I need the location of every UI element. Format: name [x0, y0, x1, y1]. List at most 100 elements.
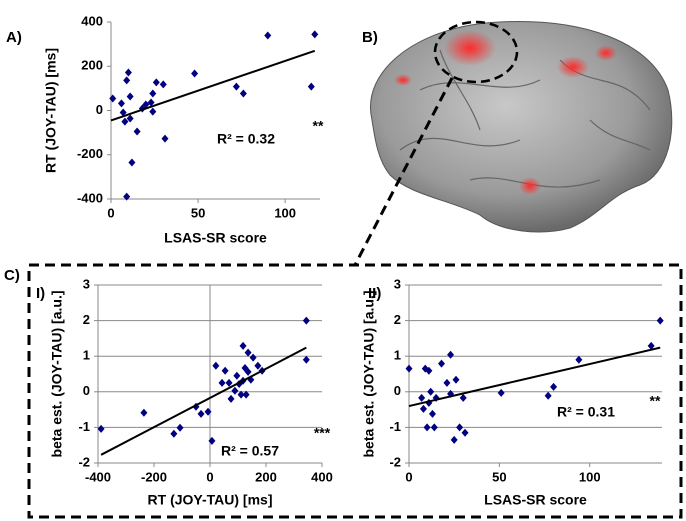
- panel-label: C): [4, 267, 20, 284]
- brain-image: [370, 20, 673, 233]
- x-axis-title: LSAS-SR score: [164, 230, 267, 246]
- x-axis-title: RT (JOY-TAU) [ms]: [148, 492, 273, 508]
- significance: ***: [314, 425, 331, 441]
- point: [149, 107, 157, 116]
- y-tick-label: -1: [389, 419, 401, 434]
- significance: **: [313, 118, 324, 134]
- point: [204, 407, 212, 416]
- x-tick-label: 400: [311, 469, 333, 484]
- point: [237, 390, 245, 399]
- point: [218, 378, 226, 387]
- point: [119, 108, 127, 117]
- y-tick-label: 3: [83, 276, 90, 291]
- r-squared: R² = 0.32: [217, 131, 275, 147]
- panel-label: A): [6, 29, 22, 46]
- panel-label: B): [362, 29, 378, 46]
- x-tick-label: 200: [255, 469, 277, 484]
- y-axis-title: beta est. (JOY-TAU) [a.u.]: [361, 291, 377, 458]
- y-tick-label: -400: [77, 190, 103, 205]
- r-squared: R² = 0.57: [221, 443, 279, 459]
- y-tick-label: 400: [81, 13, 103, 28]
- panel-label: I): [36, 285, 45, 302]
- point: [159, 80, 167, 89]
- point: [232, 82, 240, 91]
- point: [647, 341, 655, 350]
- point: [152, 78, 160, 87]
- point: [191, 69, 199, 78]
- point: [423, 423, 431, 432]
- point: [123, 192, 131, 201]
- point: [231, 386, 239, 395]
- point: [249, 353, 257, 362]
- y-tick-label: 200: [81, 58, 103, 73]
- y-tick-label: 1: [83, 348, 90, 363]
- trendline: [110, 49, 316, 122]
- point: [239, 89, 247, 98]
- point: [176, 423, 184, 432]
- point: [233, 371, 241, 380]
- point: [208, 436, 216, 445]
- point: [225, 378, 233, 387]
- point: [147, 98, 155, 107]
- point: [149, 89, 157, 98]
- point: [124, 68, 132, 77]
- panel-c-frame: [27, 263, 683, 519]
- point: [121, 117, 129, 126]
- point: [264, 31, 272, 40]
- point: [307, 82, 315, 91]
- y-tick-label: -2: [78, 454, 90, 469]
- trendline: [100, 346, 307, 456]
- x-tick-label: 100: [274, 205, 296, 220]
- y-tick-label: -2: [389, 454, 401, 469]
- trendline: [408, 346, 661, 408]
- point: [405, 364, 413, 373]
- point: [133, 127, 141, 136]
- significance: **: [650, 393, 661, 409]
- y-axis-title: beta est. (JOY-TAU) [a.u.]: [49, 291, 65, 458]
- point: [447, 350, 455, 359]
- point: [461, 428, 469, 437]
- panel-label: II): [368, 285, 381, 302]
- point: [497, 388, 505, 397]
- y-tick-label: 0: [83, 383, 90, 398]
- point: [456, 423, 464, 432]
- y-tick-label: 0: [96, 102, 103, 117]
- y-tick-label: 3: [394, 276, 401, 291]
- point: [239, 341, 247, 350]
- x-axis-title: LSAS-SR score: [484, 492, 587, 508]
- x-tick-label: 0: [107, 205, 114, 220]
- point: [242, 390, 250, 399]
- point: [254, 361, 262, 370]
- point: [244, 367, 252, 376]
- point: [452, 375, 460, 384]
- point: [117, 99, 125, 108]
- point: [221, 366, 229, 375]
- y-tick-label: 1: [394, 348, 401, 363]
- point: [212, 361, 220, 370]
- point: [425, 366, 433, 375]
- point: [244, 348, 252, 357]
- point: [126, 114, 134, 123]
- x-tick-label: 50: [492, 469, 506, 484]
- point: [170, 429, 178, 438]
- point: [459, 393, 467, 402]
- point: [302, 355, 310, 364]
- point: [140, 408, 148, 417]
- point: [123, 76, 131, 85]
- point: [97, 424, 105, 433]
- x-tick-label: -200: [141, 469, 167, 484]
- point: [128, 158, 136, 167]
- point: [109, 94, 117, 103]
- y-tick-label: 0: [394, 383, 401, 398]
- point: [302, 316, 310, 325]
- y-axis-title: RT (JOY-TAU) [ms]: [43, 48, 59, 173]
- point: [438, 359, 446, 368]
- x-tick-label: 50: [191, 205, 205, 220]
- y-tick-label: -1: [78, 419, 90, 434]
- point: [430, 423, 438, 432]
- point: [550, 382, 558, 391]
- point: [227, 394, 235, 403]
- point: [428, 409, 436, 418]
- point: [427, 387, 435, 396]
